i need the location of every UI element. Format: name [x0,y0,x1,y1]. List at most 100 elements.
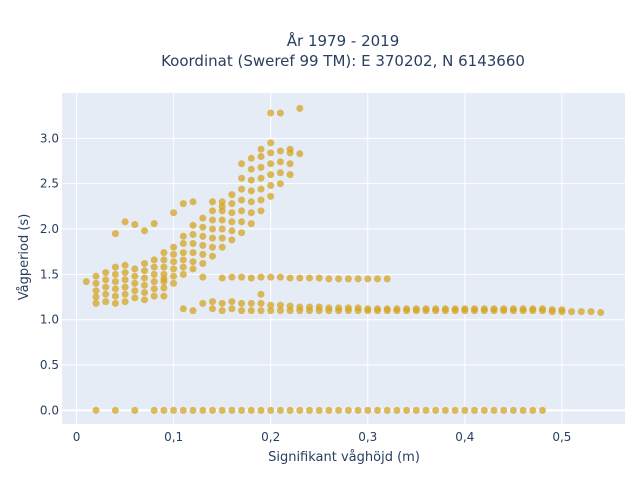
data-point [432,305,440,313]
data-point [451,406,459,414]
data-point [209,298,216,306]
x-tick-label: 0,1 [164,430,183,444]
data-point [179,249,187,257]
data-point [150,270,158,278]
data-point [121,276,129,284]
data-point [238,299,246,307]
data-point [150,278,158,286]
data-point [393,406,401,414]
data-point [209,216,216,224]
data-point [286,145,294,153]
data-point [490,406,498,414]
data-point [199,406,207,414]
data-point [141,289,148,296]
data-point [228,191,236,199]
data-point [315,303,323,311]
data-point [150,220,158,228]
data-point [519,406,527,414]
data-point [480,305,488,313]
data-point [111,263,119,271]
data-point [102,283,110,291]
data-point [364,406,372,414]
data-point [228,218,236,226]
data-point [267,109,275,117]
data-point [121,218,129,226]
data-point [257,273,265,281]
data-point [209,207,216,215]
data-point [131,287,139,295]
data-point [257,307,265,315]
data-point [364,275,372,283]
data-point [189,265,197,273]
data-point [247,209,255,217]
data-point [529,406,537,414]
data-point [189,258,197,266]
data-point [490,305,498,313]
data-point [131,406,139,414]
data-point [296,274,304,282]
data-point [150,256,158,264]
data-point [199,273,207,281]
data-point [286,160,294,168]
data-point [111,299,119,307]
data-point [111,292,119,300]
data-point [131,221,139,228]
data-point [131,265,139,273]
data-point [306,303,313,311]
data-point [471,406,478,414]
data-point [170,406,178,414]
data-point [539,406,546,414]
data-point [131,272,139,280]
data-point [238,174,246,182]
data-point [199,260,207,267]
data-point [150,263,158,271]
data-point [441,305,449,313]
data-point [228,298,236,306]
data-point [276,307,284,315]
data-point [170,250,178,258]
data-point [189,198,197,206]
data-point [354,275,362,283]
data-point [238,273,246,281]
data-point [325,275,333,283]
data-point [286,274,294,282]
data-point [209,225,216,233]
data-point [209,305,216,313]
data-point [179,200,187,208]
data-point [111,406,119,414]
data-point [238,229,246,237]
data-point [131,294,139,302]
data-point [461,305,469,313]
y-tick-label: 1.5 [40,267,59,281]
data-point [179,232,187,240]
data-point [102,269,110,277]
data-point [102,298,110,306]
data-point [111,230,119,238]
data-point [131,279,139,287]
data-point [257,145,265,153]
data-point [160,284,168,292]
y-tick-label: 0.0 [40,403,59,417]
data-point [218,274,226,282]
data-point [276,169,284,177]
y-tick-label: 0.5 [40,358,59,372]
data-point [403,406,411,414]
data-point [286,302,294,310]
data-point [111,285,119,293]
data-point [209,252,216,260]
data-point [344,304,352,312]
data-point [267,307,275,315]
data-point [558,306,566,314]
data-point [141,260,148,267]
data-point [257,406,265,414]
data-point [257,207,265,215]
x-axis-ticks: 0 0,1 0,2 0,3 0,4 0,5 [73,430,572,444]
data-point [325,406,333,414]
data-point [548,306,556,314]
data-point [374,275,381,283]
data-point [228,209,236,217]
data-point [228,227,236,235]
data-point [393,305,401,313]
data-point [247,165,255,173]
data-point [121,283,129,291]
